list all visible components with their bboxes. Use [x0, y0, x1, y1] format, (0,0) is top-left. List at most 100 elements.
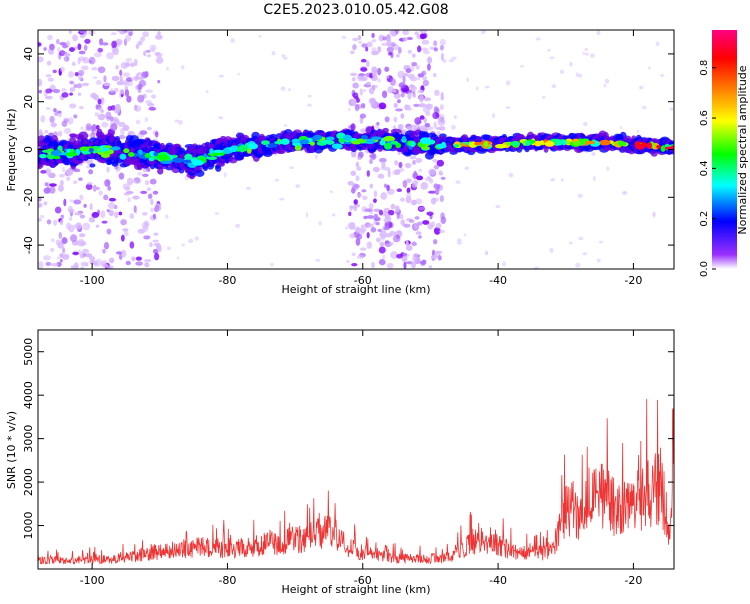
heatmap-cell: [617, 140, 626, 146]
heatmap-cell: [82, 222, 91, 231]
heatmap-cell: [102, 42, 109, 46]
heatmap-cell: [413, 222, 419, 231]
heatmap-cell: [86, 181, 93, 185]
heatmap-cell: [48, 50, 54, 56]
heatmap-cell: [372, 70, 377, 79]
heatmap-cell: [103, 75, 107, 83]
heatmap-cell: [373, 217, 381, 221]
snr-axes: -100 -80 -60 -40 -20 1000 2000 3000 4000 5000: [22, 330, 674, 587]
heatmap-cell: [366, 170, 370, 177]
heatmap-cell: [153, 232, 159, 236]
heatmap-cell: [582, 252, 588, 256]
heatmap-cell: [73, 114, 78, 119]
heatmap-cell: [405, 68, 412, 74]
heatmap-cell: [402, 252, 408, 257]
heatmap-cell: [128, 130, 134, 135]
heatmap-cell: [603, 84, 607, 88]
heatmap-cell: [68, 216, 73, 221]
heatmap-cell: [62, 44, 68, 49]
heatmap-cell: [440, 176, 446, 180]
heatmap-cell: [389, 42, 396, 47]
heatmap-cell: [422, 220, 430, 225]
heatmap-cell: [78, 249, 81, 253]
heatmap-cell: [55, 239, 61, 246]
heatmap-cell: [428, 265, 433, 269]
heatmap-cell: [218, 74, 224, 78]
heatmap-cell: [584, 47, 589, 51]
heatmap-cell: [63, 127, 72, 134]
heatmap-cell: [351, 153, 357, 158]
heatmap-cell: [405, 195, 412, 204]
heatmap-cell: [386, 46, 394, 53]
heatmap-cell: [582, 51, 586, 55]
heatmap-cell: [101, 263, 109, 268]
heatmap-cell: [409, 155, 417, 160]
heatmap-cell: [656, 144, 661, 149]
heatmap-cell: [142, 224, 149, 232]
heatmap-cell: [192, 159, 204, 166]
heatmap-cell: [442, 58, 447, 63]
heatmap-cell: [157, 31, 161, 36]
colorbar-tick-label: 0.2: [699, 211, 710, 227]
chart-title: C2E5.2023.010.05.42.G08: [263, 2, 448, 18]
heatmap-cell: [347, 180, 354, 186]
heatmap-cell: [464, 166, 470, 171]
heatmap-cell: [381, 42, 389, 47]
heatmap-cell: [95, 80, 102, 86]
heatmap-cell: [364, 208, 373, 213]
heatmap-cell: [408, 219, 415, 223]
heatmap-cell: [636, 129, 640, 134]
heatmap-cell: [117, 30, 123, 33]
heatmap-cell: [101, 121, 109, 128]
heatmap-cell: [435, 250, 443, 255]
heatmap-cell: [67, 117, 74, 125]
heatmap-cell: [88, 216, 96, 223]
heatmap-cell: [152, 239, 159, 243]
heatmap-cell: [596, 258, 601, 263]
heatmap-cell: [394, 30, 400, 35]
heatmap-cell: [120, 219, 127, 226]
heatmap-cell: [45, 88, 53, 94]
heatmap-cell: [307, 103, 313, 107]
heatmap-cell: [508, 172, 514, 178]
heatmap-cell: [43, 187, 51, 194]
heatmap-ytick-label: 0: [22, 146, 35, 153]
heatmap-cell: [128, 152, 135, 158]
heatmap-cell: [412, 179, 419, 185]
heatmap-cell: [48, 132, 54, 137]
heatmap-cell: [309, 141, 315, 146]
heatmap-cell: [417, 45, 422, 53]
heatmap-cell: [144, 262, 150, 268]
heatmap-cell: [386, 75, 390, 79]
heatmap-cell: [63, 198, 67, 207]
heatmap-cell: [371, 47, 376, 51]
heatmap-cell: [129, 241, 135, 249]
heatmap-cell: [120, 234, 125, 242]
heatmap-cell: [81, 82, 90, 87]
heatmap-cell: [56, 38, 60, 45]
heatmap-cell: [149, 178, 157, 185]
heatmap-cell: [353, 205, 358, 212]
heatmap-cell: [148, 156, 155, 162]
heatmap-cell: [440, 212, 445, 220]
heatmap-cell: [373, 208, 381, 212]
heatmap-cell: [299, 139, 310, 145]
heatmap-cell: [371, 261, 375, 269]
heatmap-cell: [433, 121, 437, 129]
heatmap-cell: [63, 56, 70, 62]
heatmap-cell: [151, 94, 156, 99]
heatmap-cell: [377, 46, 382, 53]
heatmap-cell: [476, 86, 479, 91]
heatmap-cell: [239, 144, 249, 152]
heatmap-cell: [401, 90, 406, 98]
heatmap-cell: [84, 38, 91, 44]
heatmap-cell: [43, 255, 51, 261]
heatmap-cell: [150, 207, 154, 213]
heatmap-cell: [583, 121, 588, 127]
heatmap-cell: [397, 46, 402, 54]
heatmap-cell: [382, 127, 389, 133]
heatmap-cell: [439, 195, 445, 203]
heatmap-cell: [396, 253, 403, 259]
heatmap-cell: [350, 223, 354, 230]
heatmap-cell: [338, 137, 345, 143]
